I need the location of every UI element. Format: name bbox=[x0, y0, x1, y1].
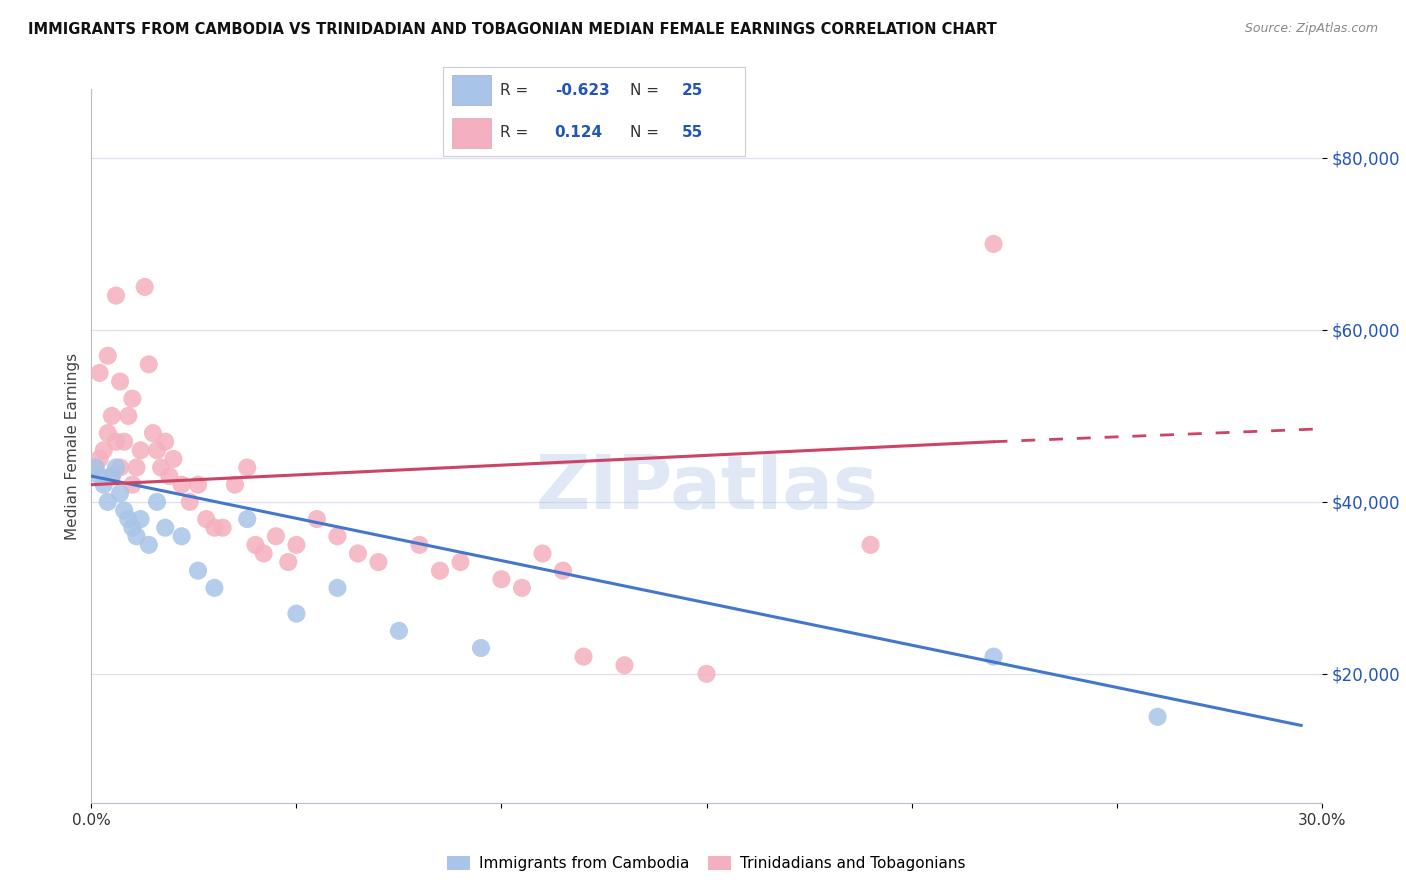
Text: IMMIGRANTS FROM CAMBODIA VS TRINIDADIAN AND TOBAGONIAN MEDIAN FEMALE EARNINGS CO: IMMIGRANTS FROM CAMBODIA VS TRINIDADIAN … bbox=[28, 22, 997, 37]
Point bbox=[105, 288, 127, 302]
Point bbox=[129, 443, 152, 458]
Point bbox=[367, 555, 389, 569]
Point bbox=[125, 460, 148, 475]
Point bbox=[429, 564, 451, 578]
Point bbox=[129, 512, 152, 526]
Text: -0.623: -0.623 bbox=[555, 83, 609, 97]
Point bbox=[105, 460, 127, 475]
Point bbox=[695, 666, 717, 681]
Point bbox=[121, 521, 143, 535]
Point bbox=[108, 460, 131, 475]
Y-axis label: Median Female Earnings: Median Female Earnings bbox=[65, 352, 80, 540]
Point bbox=[195, 512, 218, 526]
Point bbox=[105, 434, 127, 449]
Text: N =: N = bbox=[630, 83, 664, 97]
Point bbox=[125, 529, 148, 543]
Point bbox=[388, 624, 411, 638]
Point bbox=[153, 521, 177, 535]
FancyBboxPatch shape bbox=[451, 75, 491, 105]
Point bbox=[162, 451, 184, 466]
Point bbox=[89, 451, 111, 466]
Point bbox=[121, 477, 143, 491]
Point bbox=[97, 495, 120, 509]
Point bbox=[117, 512, 139, 526]
Point bbox=[112, 503, 135, 517]
Point bbox=[470, 641, 492, 656]
Text: R =: R = bbox=[501, 126, 533, 140]
Point bbox=[153, 434, 177, 449]
Point bbox=[983, 236, 1005, 251]
Text: 25: 25 bbox=[682, 83, 703, 97]
Legend: Immigrants from Cambodia, Trinidadians and Tobagonians: Immigrants from Cambodia, Trinidadians a… bbox=[441, 849, 972, 877]
Point bbox=[138, 538, 160, 552]
Point bbox=[572, 649, 595, 664]
Point bbox=[108, 486, 131, 500]
Point bbox=[84, 460, 107, 475]
Text: N =: N = bbox=[630, 126, 664, 140]
Text: ZIPatlas: ZIPatlas bbox=[536, 452, 877, 525]
Point bbox=[101, 469, 124, 483]
Point bbox=[146, 495, 169, 509]
Point bbox=[121, 392, 143, 406]
Point bbox=[108, 375, 131, 389]
Point bbox=[134, 280, 156, 294]
Point bbox=[449, 555, 471, 569]
Point bbox=[211, 521, 233, 535]
Point bbox=[93, 443, 115, 458]
Point bbox=[93, 477, 115, 491]
Point bbox=[326, 581, 349, 595]
Point bbox=[179, 495, 201, 509]
Point bbox=[491, 572, 513, 586]
Point bbox=[89, 469, 111, 483]
Point bbox=[187, 564, 209, 578]
Point bbox=[264, 529, 287, 543]
Point bbox=[150, 460, 173, 475]
Text: Source: ZipAtlas.com: Source: ZipAtlas.com bbox=[1244, 22, 1378, 36]
Point bbox=[551, 564, 574, 578]
Point bbox=[101, 409, 124, 423]
Point bbox=[224, 477, 246, 491]
Point bbox=[408, 538, 430, 552]
FancyBboxPatch shape bbox=[451, 118, 491, 148]
Point bbox=[613, 658, 636, 673]
Point bbox=[202, 581, 225, 595]
Point bbox=[170, 477, 193, 491]
Point bbox=[859, 538, 882, 552]
Point bbox=[202, 521, 225, 535]
Point bbox=[305, 512, 328, 526]
Point bbox=[170, 529, 193, 543]
Point bbox=[157, 469, 180, 483]
Text: 0.124: 0.124 bbox=[555, 126, 603, 140]
Text: 55: 55 bbox=[682, 126, 703, 140]
Point bbox=[97, 426, 120, 441]
Point bbox=[138, 357, 160, 371]
Point bbox=[1146, 710, 1168, 724]
Point bbox=[245, 538, 267, 552]
Point bbox=[112, 434, 135, 449]
Point bbox=[146, 443, 169, 458]
Point bbox=[236, 512, 259, 526]
Point bbox=[983, 649, 1005, 664]
Point bbox=[187, 477, 209, 491]
Point bbox=[236, 460, 259, 475]
Point bbox=[89, 366, 111, 380]
Point bbox=[277, 555, 299, 569]
Point bbox=[285, 607, 308, 621]
Point bbox=[347, 546, 370, 560]
Point bbox=[326, 529, 349, 543]
Point bbox=[142, 426, 165, 441]
Point bbox=[253, 546, 276, 560]
Text: R =: R = bbox=[501, 83, 533, 97]
Point bbox=[510, 581, 533, 595]
Point bbox=[97, 349, 120, 363]
Point bbox=[84, 460, 107, 475]
Point bbox=[531, 546, 554, 560]
Point bbox=[117, 409, 139, 423]
Point bbox=[285, 538, 308, 552]
Point bbox=[101, 469, 124, 483]
